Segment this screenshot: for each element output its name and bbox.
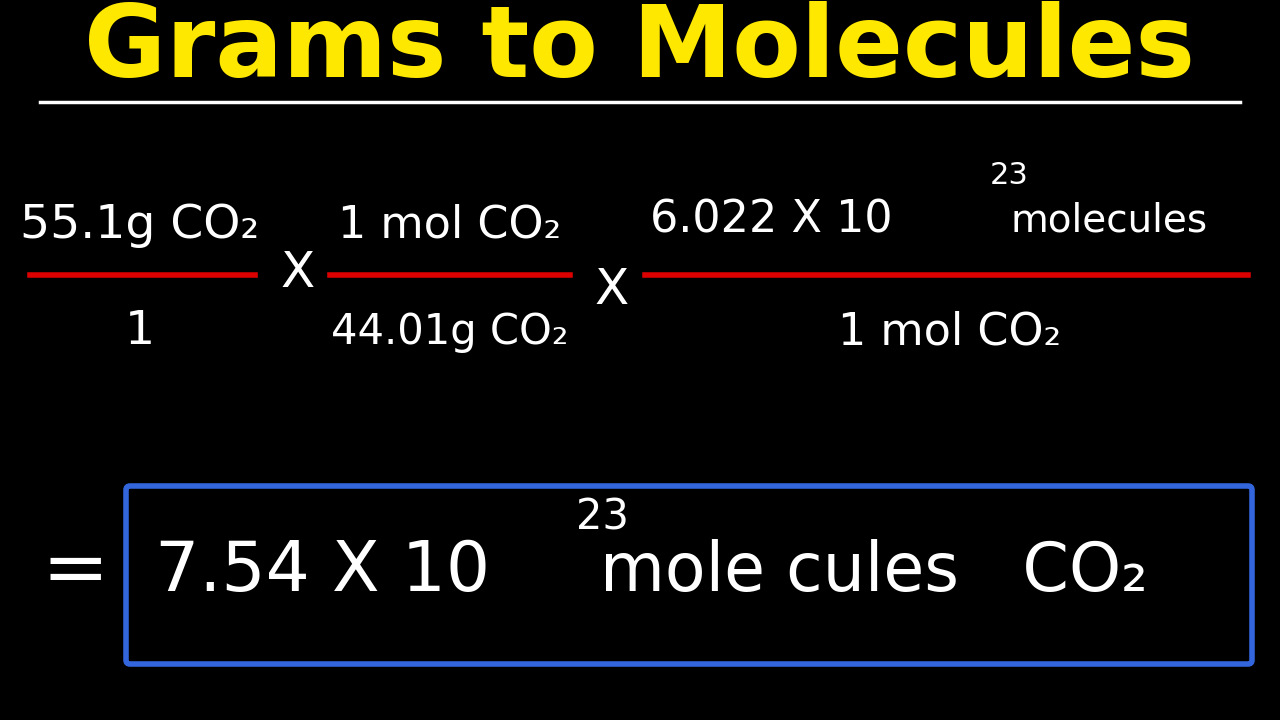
Text: X: X bbox=[280, 249, 315, 297]
Text: 6.022 X 10: 6.022 X 10 bbox=[650, 199, 892, 241]
Text: 23: 23 bbox=[989, 161, 1029, 189]
Text: 7.54 X 10: 7.54 X 10 bbox=[155, 539, 490, 606]
Text: 44.01g CO₂: 44.01g CO₂ bbox=[332, 311, 568, 353]
Text: 1: 1 bbox=[125, 310, 155, 354]
Text: 1 mol CO₂: 1 mol CO₂ bbox=[838, 310, 1061, 354]
Text: 55.1g CO₂: 55.1g CO₂ bbox=[20, 202, 260, 248]
Text: molecules: molecules bbox=[1010, 201, 1207, 239]
Text: X: X bbox=[595, 266, 630, 314]
Text: mole cules   CO₂: mole cules CO₂ bbox=[600, 539, 1148, 605]
Text: Grams to Molecules: Grams to Molecules bbox=[84, 1, 1196, 99]
Text: 23: 23 bbox=[576, 496, 628, 538]
Text: =: = bbox=[41, 533, 109, 611]
Text: 1 mol CO₂: 1 mol CO₂ bbox=[338, 204, 562, 246]
